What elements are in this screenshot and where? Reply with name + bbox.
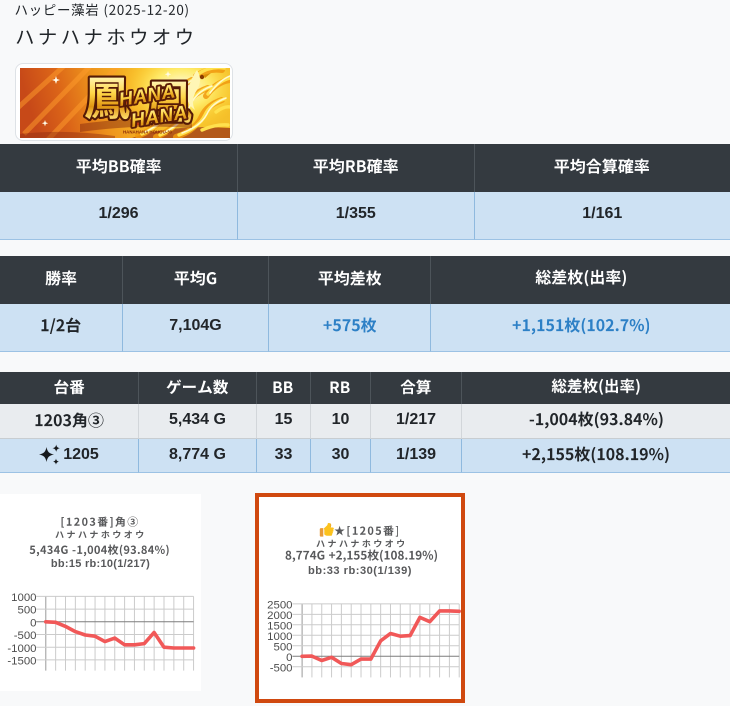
svg-text:2500: 2500	[267, 600, 292, 612]
svg-text:2000: 2000	[267, 610, 292, 622]
svg-text:0: 0	[286, 652, 292, 664]
svg-text:0: 0	[30, 617, 36, 629]
svg-text:1000: 1000	[11, 592, 36, 604]
svg-text:-500: -500	[270, 662, 293, 674]
svg-text:1000: 1000	[267, 631, 292, 643]
svg-text:500: 500	[273, 641, 292, 653]
svg-text:-500: -500	[14, 630, 37, 642]
svg-text:500: 500	[17, 605, 36, 617]
svg-text:HANAHANA HOUOU-30: HANAHANA HOUOU-30	[123, 129, 173, 134]
svg-text:-1500: -1500	[7, 656, 36, 668]
svg-text:-1000: -1000	[7, 643, 36, 655]
svg-text:1500: 1500	[267, 620, 292, 632]
